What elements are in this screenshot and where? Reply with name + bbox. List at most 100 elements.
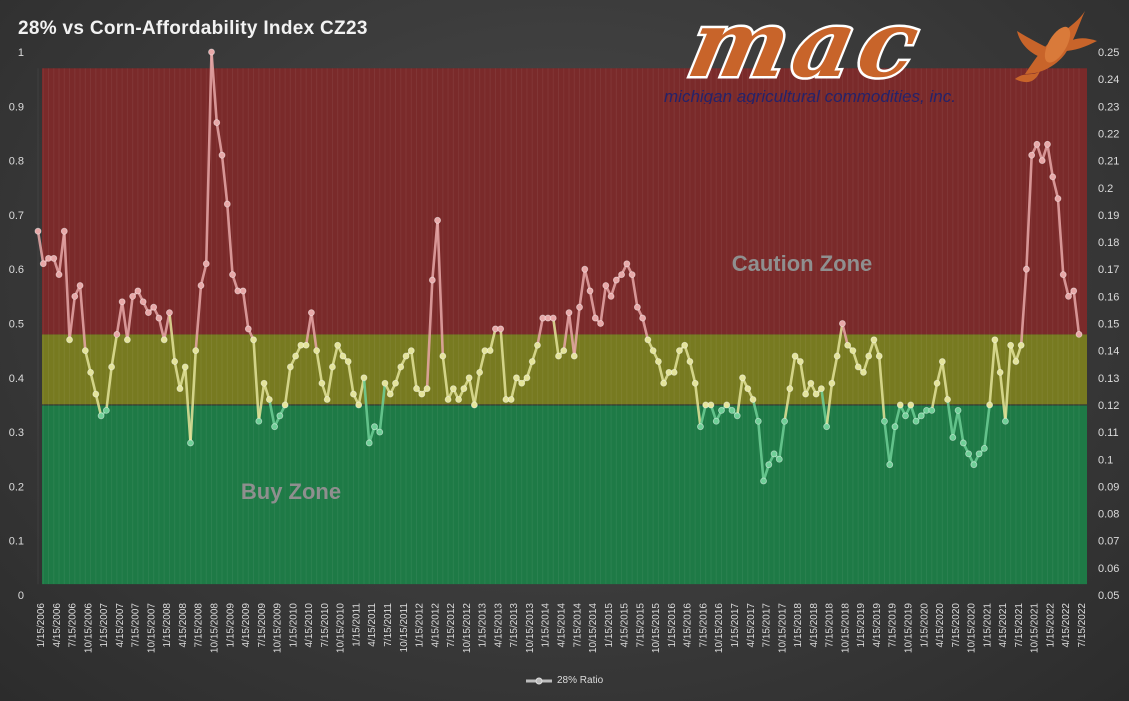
series-segment xyxy=(283,365,292,407)
data-point xyxy=(812,390,820,398)
data-point xyxy=(728,406,736,414)
y2-tick-label: 0.12 xyxy=(1098,400,1119,412)
data-point xyxy=(250,336,257,344)
series-segment xyxy=(930,381,939,412)
y-axis-right: 0.05 0.06 0.07 0.08 0.09 0.1 0.11 0.12 0.13 0.14 0… xyxy=(1098,47,1119,602)
data-point xyxy=(565,309,573,317)
data-point xyxy=(986,401,994,409)
y-axis-left: 0 0.1 0.2 0.3 0.4 0.5 0.6 0.7 0.8 0.9 1 xyxy=(9,47,24,602)
data-point xyxy=(334,341,342,349)
data-point xyxy=(549,314,557,322)
data-point xyxy=(108,363,116,371)
series-segment xyxy=(441,354,450,401)
series-segment xyxy=(1046,143,1055,179)
series-segment xyxy=(210,50,219,124)
x-tick-label: 4/15/2018 xyxy=(809,603,820,648)
series-segment xyxy=(115,300,124,336)
data-point xyxy=(60,227,68,235)
data-point xyxy=(1012,358,1020,365)
data-point xyxy=(145,309,152,317)
x-tick-label: 1/15/2016 xyxy=(667,603,678,648)
data-point xyxy=(791,352,799,360)
y-tick-label: 0.6 xyxy=(9,264,24,276)
y2-tick-label: 0.18 xyxy=(1098,237,1119,249)
x-tick-label: 4/15/2007 xyxy=(115,603,126,648)
data-point xyxy=(255,417,263,425)
data-point xyxy=(476,368,484,376)
data-point xyxy=(612,276,620,284)
data-point xyxy=(654,358,662,365)
data-point xyxy=(318,379,326,387)
x-tick-label: 1/15/2007 xyxy=(99,603,110,648)
y-tick-label: 1 xyxy=(18,47,24,59)
data-point xyxy=(618,271,625,279)
series-segment xyxy=(241,289,250,331)
data-point xyxy=(607,292,615,300)
data-point xyxy=(560,347,568,355)
series-segment xyxy=(935,360,944,385)
x-tick-label: 4/15/2021 xyxy=(998,603,1009,648)
data-point xyxy=(707,401,715,409)
series-segment xyxy=(325,365,334,401)
series-segment xyxy=(583,267,592,293)
data-point xyxy=(860,368,867,376)
data-point xyxy=(276,412,284,420)
data-point xyxy=(796,358,804,365)
data-point xyxy=(823,423,831,431)
x-tick-label: 10/15/2013 xyxy=(525,603,536,653)
series-segment xyxy=(331,343,339,369)
data-point xyxy=(34,227,42,235)
data-point xyxy=(965,450,972,458)
data-point xyxy=(786,385,794,393)
data-point xyxy=(423,385,431,393)
series-segment xyxy=(641,316,650,342)
series-segment xyxy=(1056,197,1065,276)
data-point xyxy=(187,439,194,447)
data-point xyxy=(218,151,226,159)
data-point xyxy=(197,282,205,289)
series-segment xyxy=(346,360,355,396)
series-segment xyxy=(89,371,98,396)
chart-title: 28% vs Corn-Affordability Index CZ23 xyxy=(18,18,368,39)
series-segment xyxy=(257,381,266,423)
data-point xyxy=(344,358,352,365)
series-segment xyxy=(467,376,476,407)
x-tick-label: 4/15/2020 xyxy=(935,603,946,648)
y2-tick-label: 0.06 xyxy=(1098,563,1119,575)
data-point xyxy=(176,385,184,393)
data-point xyxy=(192,347,200,355)
data-point xyxy=(470,401,478,409)
data-point xyxy=(649,347,657,355)
data-point xyxy=(639,314,647,322)
x-tick-label: 7/15/2018 xyxy=(825,603,836,648)
x-tick-label: 10/15/2014 xyxy=(588,603,599,653)
series-segment xyxy=(820,387,828,428)
data-point xyxy=(828,379,836,387)
data-point xyxy=(975,450,983,458)
data-point xyxy=(323,396,331,403)
data-point xyxy=(413,385,420,393)
data-point xyxy=(202,260,210,268)
data-point xyxy=(833,352,841,360)
series-segment xyxy=(425,278,434,390)
data-point xyxy=(1038,157,1046,165)
x-tick-label: 4/15/2014 xyxy=(557,603,568,648)
data-point xyxy=(208,48,215,56)
x-tick-label: 10/15/2011 xyxy=(399,603,410,653)
data-point xyxy=(681,341,689,349)
data-point xyxy=(944,396,951,403)
data-point xyxy=(723,401,731,409)
y-tick-label: 0.9 xyxy=(9,101,24,113)
y2-tick-label: 0.2 xyxy=(1098,183,1113,195)
data-point xyxy=(1028,151,1036,159)
data-point xyxy=(954,406,962,414)
series-segment xyxy=(183,365,192,445)
series-segment xyxy=(1072,289,1081,336)
series-segment xyxy=(998,371,1007,423)
series-segment xyxy=(877,354,886,423)
x-tick-label: 7/15/2019 xyxy=(888,603,899,648)
data-point xyxy=(581,265,589,273)
series-segment xyxy=(888,425,897,466)
data-point xyxy=(570,352,578,360)
data-point xyxy=(886,461,894,469)
